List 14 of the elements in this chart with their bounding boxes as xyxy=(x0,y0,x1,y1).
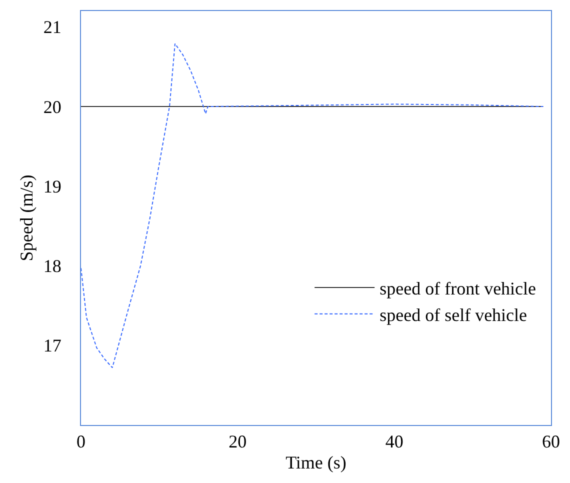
y-tick-label: 17 xyxy=(43,336,62,356)
legend-label: speed of front vehicle xyxy=(380,278,536,299)
x-tick-label: 40 xyxy=(385,432,404,452)
y-tick-label: 21 xyxy=(43,17,62,38)
x-axis-title: Time (s) xyxy=(286,452,346,473)
x-tick-label: 60 xyxy=(542,432,560,452)
legend-label: speed of self vehicle xyxy=(380,304,528,325)
y-tick-label: 20 xyxy=(43,96,62,117)
line-series xyxy=(81,43,544,368)
y-tick-label: 18 xyxy=(43,256,62,276)
y-axis-title: Speed (m/s) xyxy=(16,174,37,262)
x-tick-label: 0 xyxy=(76,432,86,452)
x-tick-label: 20 xyxy=(228,432,247,452)
y-tick-label: 19 xyxy=(43,176,62,196)
